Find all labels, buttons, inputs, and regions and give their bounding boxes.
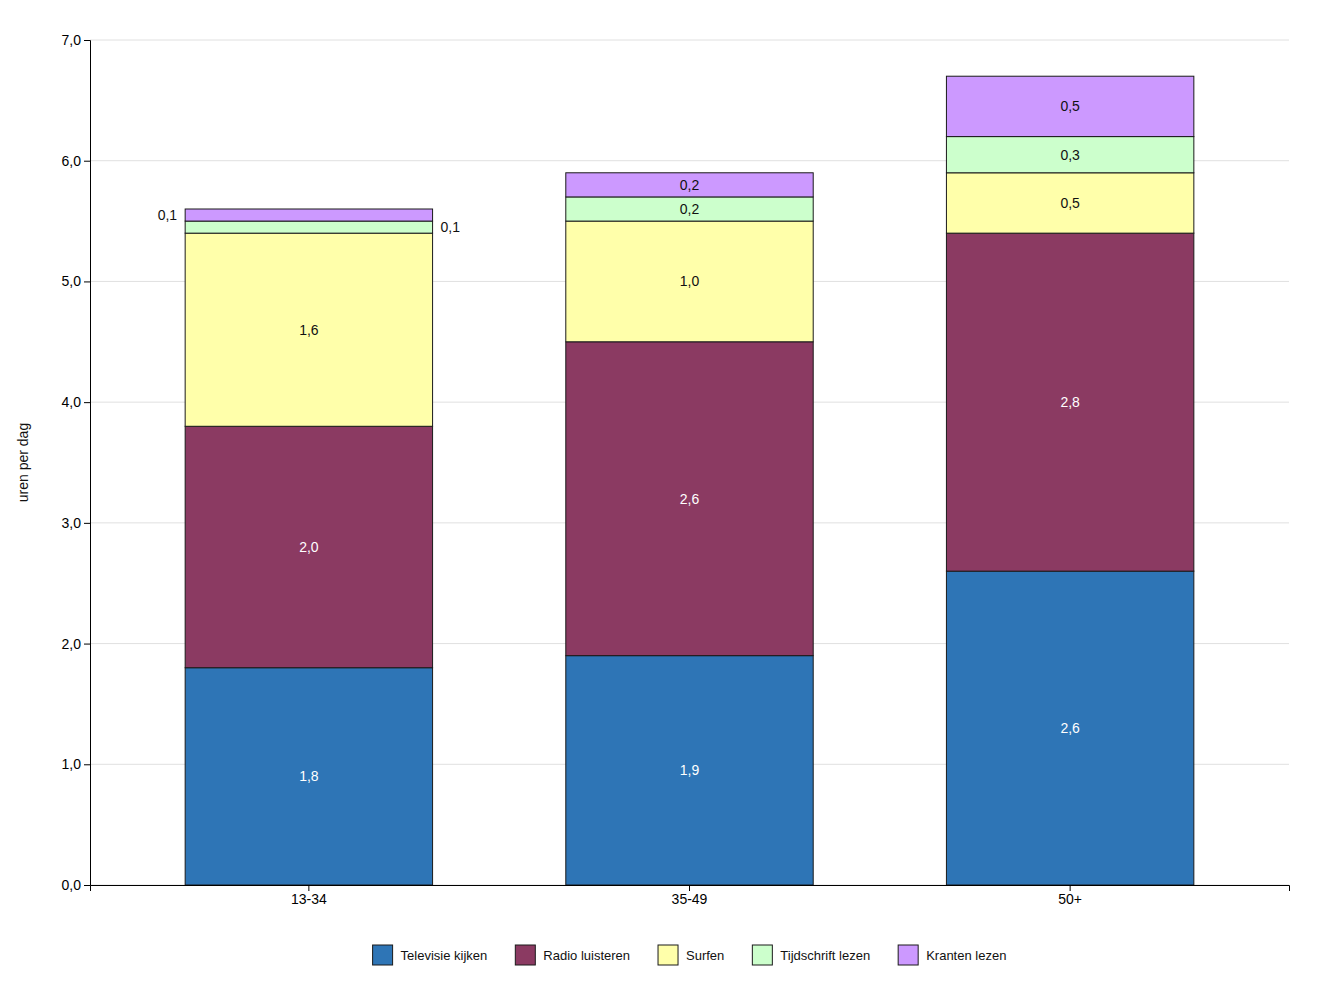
- x-tick: 35-49: [672, 885, 708, 907]
- bar: [185, 668, 432, 885]
- data-label: 2,0: [299, 539, 319, 555]
- series-bars: [185, 137, 1194, 234]
- data-labels: 1,8 1,9 2,6 2,0 2,6 2,8 1,6 1,0 0,5 0,1 0,2 0,3 0,1 0…: [158, 98, 1080, 784]
- bar: [185, 209, 432, 221]
- data-label: 1,0: [680, 273, 700, 289]
- y-tick: 4,0: [62, 394, 90, 410]
- data-label: 0,2: [680, 177, 700, 193]
- data-label: 0,3: [1060, 147, 1080, 163]
- y-tick-mark: [84, 281, 90, 282]
- y-tick-mark: [84, 402, 90, 403]
- legend-label: Radio luisteren: [543, 948, 630, 963]
- y-tick: 1,0: [62, 756, 90, 772]
- y-tick: 7,0: [62, 32, 90, 48]
- legend-swatch: [515, 945, 535, 965]
- bar: [185, 233, 432, 426]
- y-tick-label: 6,0: [62, 153, 82, 169]
- bar: [946, 137, 1193, 173]
- legend-label: Kranten lezen: [926, 948, 1006, 963]
- data-label: 0,5: [1060, 195, 1080, 211]
- y-tick-mark: [84, 161, 90, 162]
- y-tick-label: 2,0: [62, 636, 82, 652]
- y-tick-label: 1,0: [62, 756, 82, 772]
- x-axis: 13-34 35-49 50+: [91, 885, 1290, 907]
- bar: [946, 173, 1193, 233]
- data-label: 1,9: [680, 762, 700, 778]
- y-tick: 0,0: [62, 877, 90, 893]
- legend-label: Tijdschrift lezen: [780, 948, 870, 963]
- y-tick-label: 5,0: [62, 273, 82, 289]
- y-tick-label: 3,0: [62, 515, 82, 531]
- y-tick-label: 0,0: [62, 877, 82, 893]
- data-label: 0,5: [1060, 98, 1080, 114]
- y-axis-title: uren per dag: [15, 423, 31, 502]
- legend-item: Kranten lezen: [898, 945, 1006, 965]
- bar: [946, 76, 1193, 136]
- bar: [566, 173, 813, 197]
- x-tick: 50+: [1058, 885, 1082, 907]
- x-tick-label: 50+: [1058, 891, 1082, 907]
- y-tick: 5,0: [62, 273, 90, 289]
- plot-area: 1,8 1,9 2,6 2,0 2,6 2,8 1,6 1,0 0,5 0,1 0,2 0,3 0,1 0…: [15, 32, 1290, 907]
- bar: [946, 233, 1193, 571]
- y-tick-mark: [84, 523, 90, 524]
- legend-swatch: [898, 945, 918, 965]
- data-label: 1,8: [299, 768, 319, 784]
- bar: [185, 426, 432, 667]
- legend: Televisie kijken Radio luisteren Surfen Tij…: [373, 945, 1007, 965]
- data-label: 0,1: [441, 219, 461, 235]
- bar: [566, 656, 813, 885]
- legend-item: Televisie kijken: [373, 945, 488, 965]
- data-label: 2,6: [1060, 720, 1080, 736]
- data-label: 1,6: [299, 322, 319, 338]
- bars: [185, 76, 1194, 885]
- x-tick: 13-34: [291, 885, 327, 907]
- chart-container: 1,8 1,9 2,6 2,0 2,6 2,8 1,6 1,0 0,5 0,1 0,2 0,3 0,1 0…: [0, 0, 1329, 1005]
- grid-line: [90, 40, 1289, 41]
- y-axis: 0,0 1,0 2,0 3,0 4,0 5,0 6,0 7,0: [62, 32, 91, 893]
- legend-label: Televisie kijken: [401, 948, 488, 963]
- y-tick: 3,0: [62, 515, 90, 531]
- data-label: 0,1: [158, 207, 178, 223]
- bar: [566, 342, 813, 656]
- y-tick: 6,0: [62, 153, 90, 169]
- data-label: 2,8: [1060, 394, 1080, 410]
- series-bars: [185, 173, 1194, 426]
- y-tick-mark: [84, 40, 90, 41]
- legend-item: Tijdschrift lezen: [752, 945, 870, 965]
- data-label: 2,6: [680, 491, 700, 507]
- legend-label: Surfen: [686, 948, 724, 963]
- bar: [566, 197, 813, 221]
- y-tick: 2,0: [62, 636, 90, 652]
- bar: [946, 571, 1193, 885]
- legend-swatch: [373, 945, 393, 965]
- x-tick-label: 13-34: [291, 891, 327, 907]
- bar: [566, 221, 813, 342]
- legend-swatch: [658, 945, 678, 965]
- y-tick-mark: [84, 764, 90, 765]
- legend-swatch: [752, 945, 772, 965]
- series-bars: [185, 76, 1194, 221]
- data-label: 0,2: [680, 201, 700, 217]
- grid: [90, 40, 1289, 885]
- y-axis-line: [84, 41, 91, 886]
- y-tick-mark: [84, 644, 90, 645]
- chart-svg: 1,8 1,9 2,6 2,0 2,6 2,8 1,6 1,0 0,5 0,1 0,2 0,3 0,1 0…: [0, 0, 1329, 1005]
- y-tick-mark: [84, 885, 90, 886]
- x-tick-label: 35-49: [672, 891, 708, 907]
- legend-item: Radio luisteren: [515, 945, 630, 965]
- bar: [185, 221, 432, 233]
- y-tick-label: 7,0: [62, 32, 82, 48]
- legend-item: Surfen: [658, 945, 724, 965]
- y-tick-label: 4,0: [62, 394, 82, 410]
